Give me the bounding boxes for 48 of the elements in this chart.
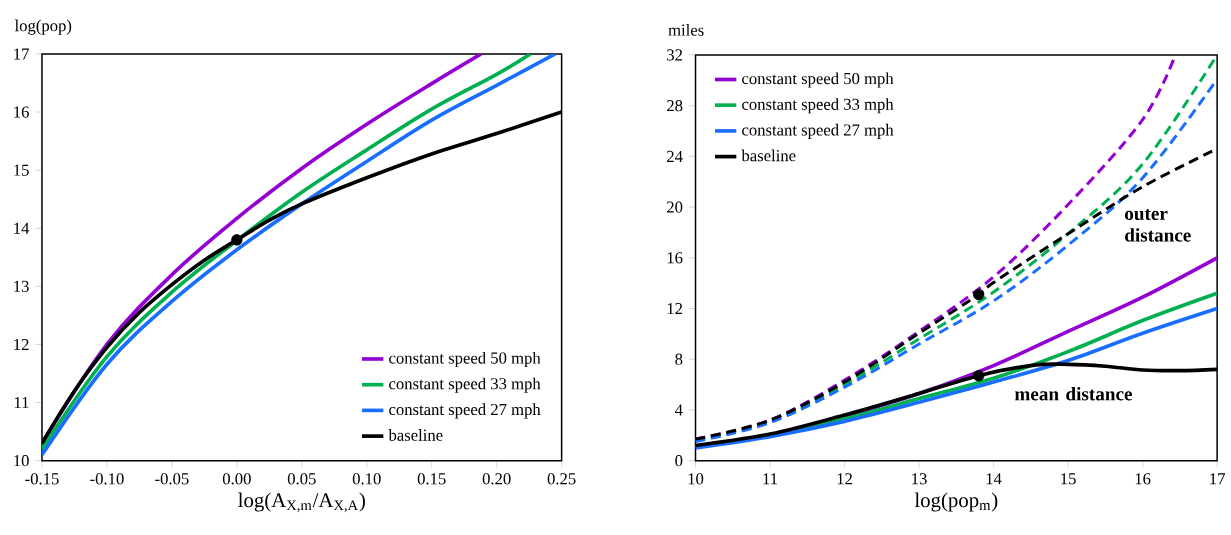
y-tick-label: 17 <box>14 48 29 60</box>
x-tick-label: 13 <box>912 473 927 485</box>
legend-label: constant speed 33 mph <box>389 377 541 393</box>
y-tick-label: 20 <box>667 201 683 213</box>
y-tick-label: 16 <box>14 106 29 118</box>
y-tick-label: 10 <box>14 455 29 467</box>
x-tick-label: 0.25 <box>547 473 576 485</box>
legend-label: constant speed 50 mph <box>742 72 894 88</box>
x-tick-label: 15 <box>1061 473 1076 485</box>
x-axis-title: log(pop$_{m}$) <box>914 492 998 512</box>
y-axis-title: log(pop) <box>14 19 72 35</box>
x-tick-label: 11 <box>763 473 778 485</box>
legend-label: baseline <box>388 429 443 441</box>
y-tick-label: 13 <box>14 280 29 293</box>
y-tick-label: 16 <box>667 252 683 264</box>
x-tick-label: -0.15 <box>25 473 59 485</box>
annotation: mean distance <box>1014 387 1132 401</box>
x-tick-label: 12 <box>837 473 852 485</box>
x-tick-label: 10 <box>688 473 704 485</box>
legend-label: baseline <box>741 149 796 162</box>
annotation: outer distance <box>1125 209 1191 242</box>
y-tick-label: 0 <box>675 455 683 467</box>
x-tick-label: 0.20 <box>482 473 511 485</box>
legend-label: constant speed 50 mph <box>389 352 541 368</box>
x-tick-label: 0.10 <box>352 473 381 485</box>
y-tick-label: 14 <box>14 222 30 234</box>
y-tick-label: 12 <box>14 339 29 351</box>
x-tick-label: 14 <box>986 473 1002 485</box>
legend-label: constant speed 33 mph <box>742 98 894 114</box>
y-tick-label: 24 <box>667 151 683 163</box>
x-axis-title: log(A$_{X,m}$/A$_{X,A}$) <box>238 492 365 513</box>
y-tick-label: 28 <box>667 100 683 112</box>
x-tick-label: 17 <box>1210 473 1225 485</box>
y-tick-label: 4 <box>674 404 683 416</box>
legend-label: constant speed 27 mph <box>742 124 894 140</box>
y-tick-label: 8 <box>675 353 683 366</box>
x-tick-label: 16 <box>1135 473 1151 485</box>
y-tick-label: 11 <box>14 397 29 409</box>
y-axis-title: miles <box>668 24 704 36</box>
x-tick-label: -0.05 <box>155 473 189 485</box>
x-tick-label: -0.10 <box>90 473 124 485</box>
x-tick-label: 0.15 <box>417 473 446 485</box>
x-tick-label: 0.05 <box>287 473 316 485</box>
legend-label: constant speed 27 mph <box>389 403 541 419</box>
y-tick-label: 15 <box>14 164 29 176</box>
y-tick-label: 32 <box>667 49 683 61</box>
y-tick-label: 12 <box>667 303 683 315</box>
x-tick-label: 0.00 <box>222 473 251 485</box>
